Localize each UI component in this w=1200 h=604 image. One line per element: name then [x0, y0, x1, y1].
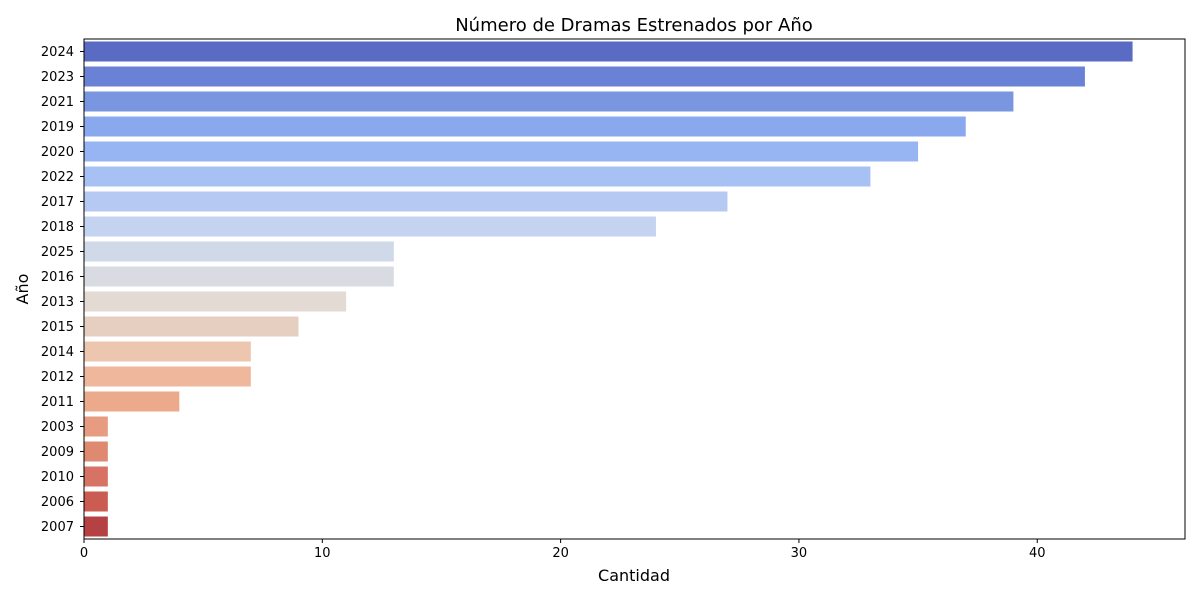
x-tick-label: 0 [80, 546, 88, 561]
x-axis-ticks: 0 10 20 30 40 [80, 539, 1046, 561]
y-tick-label: 2025 [41, 245, 74, 260]
y-tick-label: 2023 [41, 70, 74, 85]
bar-2025 [84, 241, 394, 262]
y-tick-label: 2020 [41, 145, 74, 160]
y-tick-label: 2024 [41, 45, 74, 60]
bar-2011 [84, 391, 180, 412]
bar-2014 [84, 341, 251, 362]
y-tick-label: 2018 [41, 220, 74, 235]
bar-2017 [84, 191, 728, 212]
bar-2012 [84, 366, 251, 387]
y-tick-label: 2015 [41, 320, 74, 335]
y-tick-label: 2013 [41, 295, 74, 310]
y-tick-label: 2017 [41, 195, 74, 210]
chart-title: Número de Dramas Estrenados por Año [455, 15, 813, 36]
x-tick-label: 10 [314, 546, 331, 561]
bar-2006 [84, 491, 108, 512]
bar-2015 [84, 316, 299, 337]
bar-2020 [84, 141, 919, 162]
bar-2016 [84, 266, 394, 287]
bar-2003 [84, 416, 108, 437]
bar-2007 [84, 516, 108, 537]
bar-2021 [84, 91, 1014, 112]
x-tick-label: 20 [552, 546, 569, 561]
y-tick-label: 2021 [41, 95, 74, 110]
y-axis-ticks: 2024 2023 2021 2019 2020 2022 2017 2018 2025 2016… [41, 45, 84, 535]
y-tick-label: 2019 [41, 120, 74, 135]
bar-2018 [84, 216, 656, 237]
y-tick-label: 2007 [41, 520, 74, 535]
y-tick-label: 2003 [41, 420, 74, 435]
y-tick-label: 2011 [41, 395, 74, 410]
y-axis-label: Año [13, 274, 32, 305]
bar-2009 [84, 441, 108, 462]
x-axis-label: Cantidad [598, 566, 670, 585]
y-tick-label: 2010 [41, 470, 74, 485]
bar-2019 [84, 116, 966, 137]
x-tick-label: 30 [791, 546, 808, 561]
bar-2013 [84, 291, 347, 312]
x-tick-label: 40 [1029, 546, 1046, 561]
y-tick-label: 2009 [41, 445, 74, 460]
bar-2010 [84, 466, 108, 487]
plot-frame [83, 38, 1186, 540]
y-tick-label: 2014 [41, 345, 74, 360]
bars-group [84, 41, 1133, 537]
y-tick-label: 2016 [41, 270, 74, 285]
bar-2024 [84, 41, 1133, 62]
y-tick-label: 2022 [41, 170, 74, 185]
y-tick-label: 2006 [41, 495, 74, 510]
bar-2022 [84, 166, 871, 187]
bar-2023 [84, 66, 1085, 87]
y-tick-label: 2012 [41, 370, 74, 385]
